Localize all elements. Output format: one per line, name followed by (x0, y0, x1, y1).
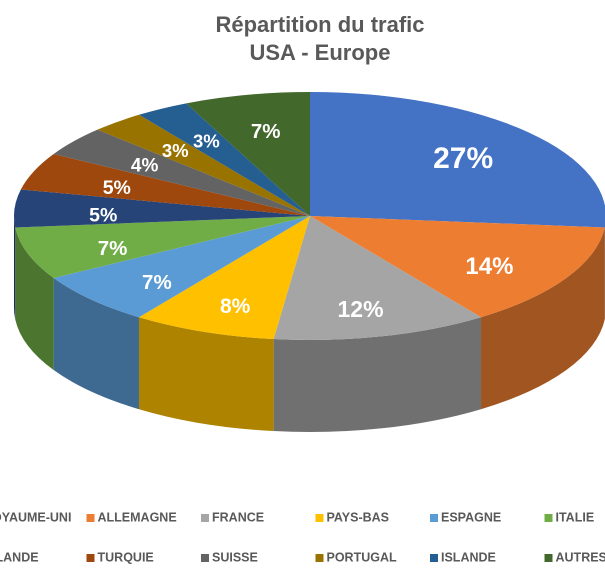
data-label: 5% (89, 205, 117, 227)
legend-label: AUTRES (556, 550, 605, 564)
slice (310, 216, 605, 318)
data-label: 27% (433, 142, 493, 175)
chart-title: Répartition du trafic (215, 12, 424, 37)
slice-side (273, 317, 482, 433)
legend-swatch (315, 514, 324, 522)
walls (14, 216, 605, 433)
slice (138, 103, 310, 216)
legend-swatch (315, 554, 324, 562)
slice (97, 114, 310, 216)
legend-swatch (430, 514, 438, 522)
legend-label: TURQUIE (98, 550, 154, 564)
data-label: 14% (465, 253, 513, 280)
slice (15, 216, 310, 278)
legend-swatch (544, 514, 553, 522)
legend: ROYAUME-UNI ALLEMAGNE FRANCE PAYS-BAS ESPAGN… (0, 510, 605, 564)
chart-subtitle: USA - Europe (250, 40, 391, 65)
slice (20, 154, 310, 216)
legend-label: PAYS-BAS (327, 510, 390, 524)
legend-label: FRANCE (212, 510, 264, 524)
slice-side (53, 278, 139, 410)
slice (53, 216, 310, 318)
legend-swatch (201, 554, 209, 562)
legend-swatch (201, 514, 209, 522)
legend-swatch (430, 554, 438, 562)
data-label: 5% (103, 177, 131, 199)
data-label: 7% (142, 271, 172, 294)
data-label: 8% (220, 295, 251, 318)
slice (186, 92, 310, 216)
tops (13, 92, 605, 340)
slice-side (15, 227, 54, 370)
labels: 27%14%12%8%7%7%5%5%4%3% 3% 7% (89, 120, 513, 322)
legend-label: ROYAUME-UNI (0, 510, 71, 524)
slice (13, 189, 310, 228)
slice (310, 92, 605, 228)
data-label: 7% (251, 120, 281, 143)
data-label: 3% (162, 140, 189, 161)
slice (53, 129, 310, 216)
data-label: 4% (131, 156, 159, 177)
data-label: 7% (98, 237, 128, 260)
legend-label: IRLANDE (0, 550, 39, 564)
slice-side (138, 317, 274, 432)
legend-label: ESPAGNE (441, 510, 501, 524)
data-label: 12% (338, 296, 384, 322)
legend-label: ISLANDE (441, 550, 496, 564)
slice (138, 216, 310, 340)
legend-swatch (544, 554, 553, 562)
legend-label: ITALIE (556, 510, 595, 524)
legend-swatch (86, 514, 95, 522)
legend-swatch (86, 554, 95, 562)
legend-label: SUISSE (212, 550, 258, 564)
slice-side (14, 216, 16, 320)
legend-label: ALLEMAGNE (98, 510, 177, 524)
slice-side (481, 227, 605, 410)
slice (273, 216, 482, 340)
legend-label: PORTUGAL (327, 550, 398, 564)
data-label: 3% (193, 130, 220, 151)
